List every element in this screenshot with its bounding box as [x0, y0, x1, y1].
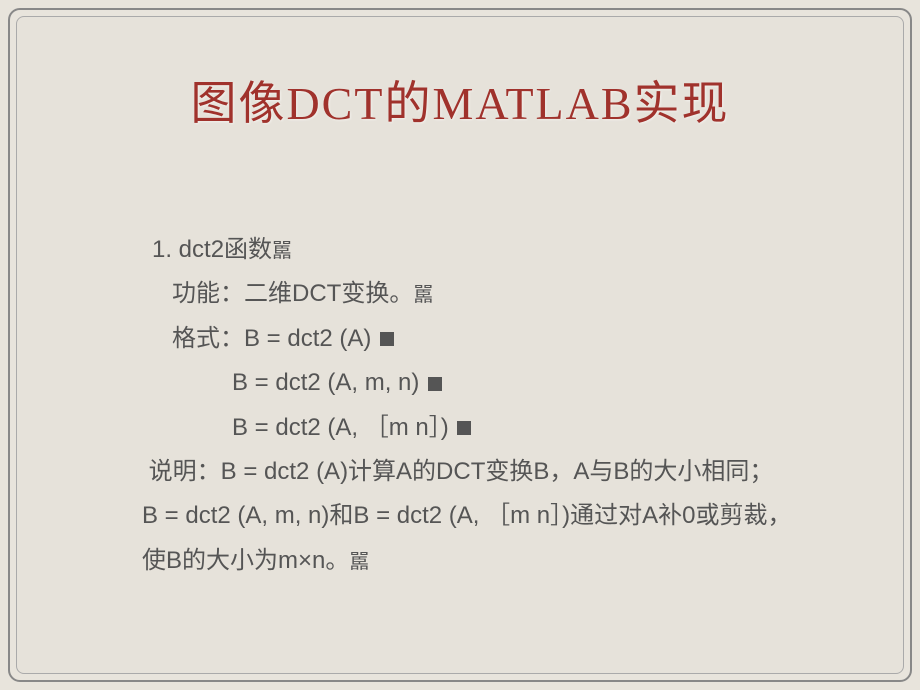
description-line-2: B = dct2 (A, m, n)和B = dct2 (A, ［m n］)通过… [142, 494, 813, 583]
desc-suffix: 嚚 [349, 551, 369, 573]
format-label: 格式： [172, 325, 244, 352]
heading-text: 1. dct2函数 [152, 236, 272, 263]
body-text: 1. dct2函数嚚 功能：二维DCT变换。嚚 格式：B = dct2 (A) … [67, 228, 853, 583]
section-heading: 1. dct2函数嚚 [142, 228, 813, 272]
desc-text-2: B = dct2 (A, m, n)和B = dct2 (A, ［m n］)通过… [142, 502, 791, 573]
slide-title: 图像DCT的MATLAB实现 [67, 67, 853, 133]
format-code-2: B = dct2 (A, m, n) [232, 369, 419, 396]
format-line-2: B = dct2 (A, m, n) [142, 361, 813, 405]
inner-border: 图像DCT的MATLAB实现 1. dct2函数嚚 功能：二维DCT变换。嚚 格… [16, 16, 904, 674]
format-line-1: 格式：B = dct2 (A) [142, 317, 813, 361]
desc-text-1: B = dct2 (A)计算A的DCT变换B，A与B的大小相同； [221, 458, 774, 485]
function-label: 功能： [172, 280, 244, 307]
block-marker-icon [380, 332, 394, 346]
function-line: 功能：二维DCT变换。嚚 [142, 272, 813, 316]
format-code-3: B = dct2 (A, ［m n］) [232, 414, 449, 441]
format-code-1: B = dct2 (A) [244, 325, 371, 352]
format-line-3: B = dct2 (A, ［m n］) [142, 406, 813, 450]
function-text: 二维DCT变换。 [244, 280, 413, 307]
function-suffix: 嚚 [413, 284, 433, 306]
block-marker-icon [428, 377, 442, 391]
description-line-1: 说明：B = dct2 (A)计算A的DCT变换B，A与B的大小相同； [142, 450, 813, 494]
slide-content: 图像DCT的MATLAB实现 1. dct2函数嚚 功能：二维DCT变换。嚚 格… [17, 17, 903, 673]
heading-suffix: 嚚 [272, 240, 292, 262]
block-marker-icon [457, 421, 471, 435]
desc-label: 说明： [149, 458, 221, 485]
